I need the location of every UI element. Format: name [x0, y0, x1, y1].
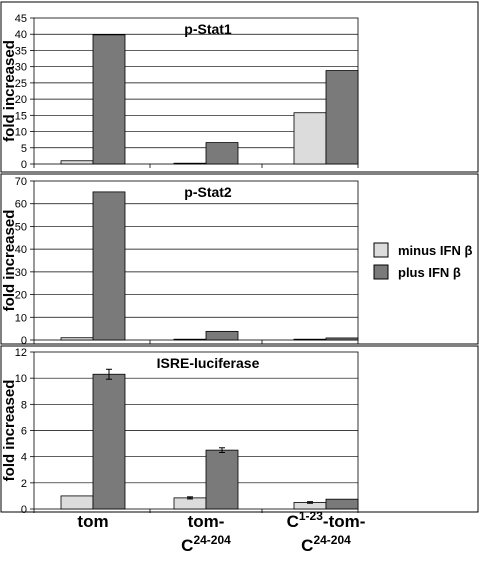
y-tick-label: 12 [15, 347, 27, 359]
x-label-tom-c24-line2: C24-204 [181, 533, 231, 555]
legend-label-plus: plus IFN β [398, 265, 461, 280]
bar-plus-3 [325, 337, 359, 341]
x-label-tom-c24-line1: tom- [188, 512, 225, 531]
y-axis-label: fold increased [1, 380, 18, 482]
bar-minus-2 [173, 162, 207, 165]
y-tick-label: 10 [15, 312, 27, 324]
bar-minus-1 [60, 337, 94, 341]
panel-frame [0, 1, 479, 173]
bar-plus-3 [325, 498, 359, 510]
legend-swatch-minus [373, 242, 389, 258]
y-tick-label: 70 [15, 176, 27, 188]
x-axis-category-labels: tom tom- C24-204 C1-23-tom- C24-204 [77, 509, 365, 555]
bar-minus-3 [293, 338, 327, 341]
y-tick-label: 20 [15, 94, 27, 106]
bar-minus-2 [173, 338, 207, 341]
y-tick-label: 30 [15, 267, 27, 279]
y-tick-label: 6 [21, 426, 27, 438]
y-tick-label: 10 [15, 373, 27, 385]
legend-label-minus: minus IFN β [398, 243, 472, 258]
y-tick-label: 40 [15, 244, 27, 256]
y-tick-label: 60 [15, 199, 27, 211]
y-tick-label: 0 [21, 159, 27, 171]
x-label-tom: tom [77, 512, 108, 531]
panel-frame [0, 173, 479, 345]
bar-minus-3 [293, 112, 327, 165]
panel-title: p-Stat2 [184, 184, 232, 200]
y-tick-label: 20 [15, 290, 27, 302]
y-tick-label: 5 [21, 143, 27, 155]
x-label-c123-line1: C1-23-tom- [287, 509, 366, 531]
x-label-c123-line2: C24-204 [301, 533, 351, 555]
bar-plus-1 [92, 373, 126, 510]
panel-frame [0, 345, 479, 513]
y-tick-label: 8 [21, 399, 27, 411]
bar-minus-1 [60, 160, 94, 165]
bar-plus-1 [92, 34, 126, 165]
y-tick-label: 35 [15, 45, 27, 57]
bar-plus-2 [205, 330, 239, 341]
bar-plus-2 [205, 449, 239, 510]
y-tick-label: 50 [15, 221, 27, 233]
panel-title: p-Stat1 [184, 21, 232, 37]
panel-2: 0 10 20 30 40 50 60 70 fold increased p-Stat2 [0, 173, 479, 347]
y-tick-label: 2 [21, 478, 27, 490]
legend-swatch-plus [373, 264, 389, 280]
bar-minus-1 [60, 495, 94, 510]
bar-minus-2 [173, 497, 207, 510]
y-axis-label: fold increased [1, 210, 18, 312]
bar-plus-1 [92, 191, 126, 341]
y-tick-label: 0 [21, 335, 27, 347]
legend: minus IFN β plus IFN β [373, 242, 472, 280]
y-tick-label: 45 [15, 13, 27, 25]
panel-3: 0 2 4 6 8 10 12 fold increased ISRE-luciferase [0, 345, 479, 516]
y-axis-label: fold increased [1, 40, 18, 142]
y-tick-label: 40 [15, 29, 27, 41]
y-tick-label: 10 [15, 127, 27, 139]
bar-plus-2 [205, 142, 239, 165]
y-tick-label: 4 [21, 452, 27, 464]
y-tick-label: 30 [15, 62, 27, 74]
y-tick-label: 15 [15, 110, 27, 122]
panel-1: 0 5 10 15 20 25 30 35 40 45 fold increased p-Stat1 [0, 1, 479, 173]
bar-plus-3 [325, 70, 359, 165]
panel-title: ISRE-luciferase [157, 355, 260, 371]
y-tick-label: 0 [21, 504, 27, 516]
y-tick-label: 25 [15, 78, 27, 90]
